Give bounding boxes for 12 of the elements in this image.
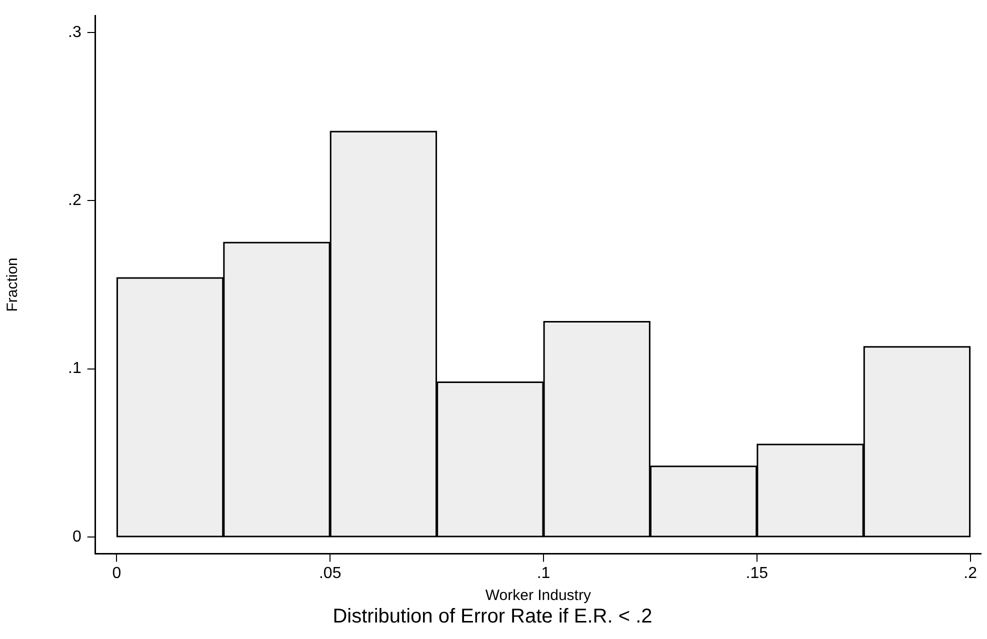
y-tick-label: .1 — [68, 360, 82, 378]
y-tick-label: 0 — [72, 528, 82, 546]
x-tick-label: .1 — [536, 564, 550, 582]
y-tick-label: .2 — [68, 192, 82, 210]
y-tick-label: .3 — [68, 24, 82, 41]
x-axis-title: Worker Industry — [485, 587, 592, 604]
x-tick-label: .05 — [318, 564, 342, 582]
text: Distribution of Error Rate if E.R. < .2 — [332, 606, 652, 628]
x-tick-label: .15 — [746, 564, 768, 582]
y-axis-title: Fraction — [4, 258, 22, 312]
x-tick-label: .2 — [964, 564, 978, 582]
x-tick-label: 0 — [112, 564, 122, 582]
